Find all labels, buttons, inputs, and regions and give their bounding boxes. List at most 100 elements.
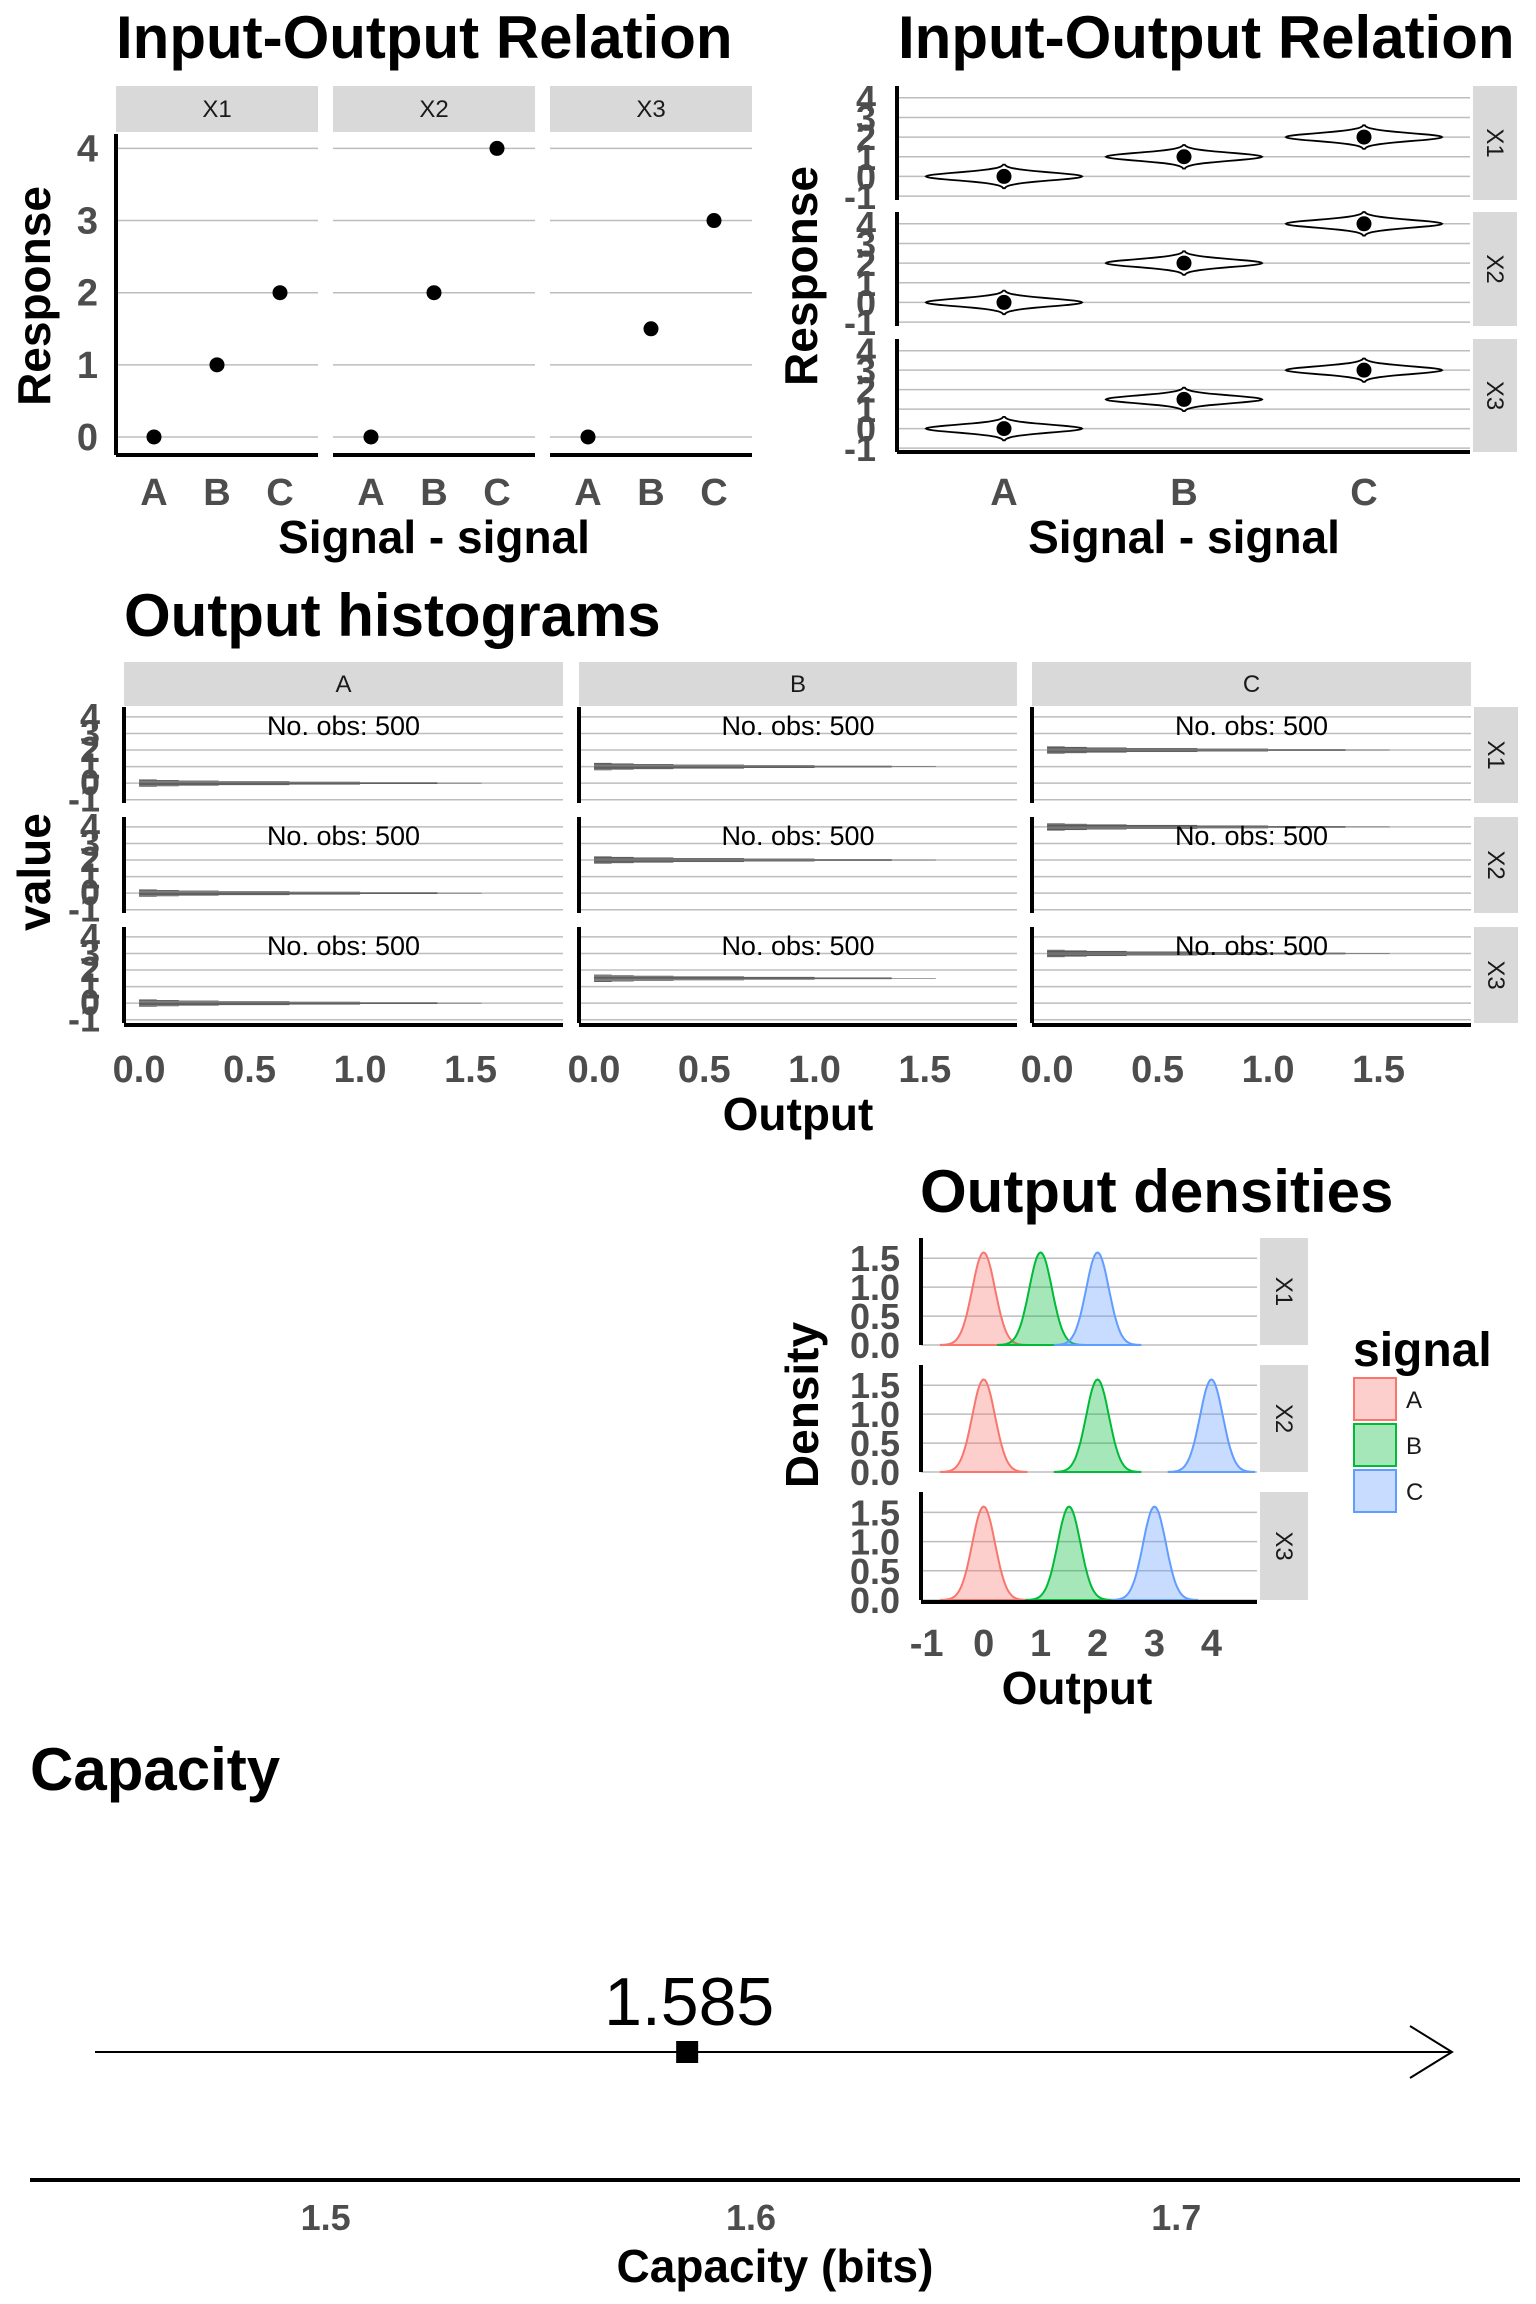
histogram-bar-x2-b	[594, 856, 612, 857]
histogram-strip-c-label: C	[1243, 671, 1260, 698]
histograms-panel: Output histograms Output value A 0.0 0.5 1.…	[8, 582, 1518, 1140]
histogram-bar-x2-b	[594, 862, 634, 864]
histogram-strip-x3-label: X3	[1482, 960, 1509, 989]
histograms-xlabel: Output	[723, 1088, 874, 1140]
histogram-bar-x2-b	[594, 856, 634, 858]
histogram-annotation: No. obs: 500	[1175, 711, 1328, 741]
io-points-point-x3-c	[706, 213, 722, 229]
histogram-bar-x3-b	[594, 978, 892, 980]
histogram-strip-a-label: A	[335, 671, 351, 698]
io-violin-ytick: 4	[856, 78, 876, 119]
io-points-panel: Input-Output Relation Signal - signal Re…	[8, 4, 752, 563]
density-ytick: 1.0	[850, 1522, 900, 1563]
histogram-bar-x1-b	[594, 764, 744, 766]
densities-plots: 0.00.51.01.5X10.00.51.01.5X20.00.51.01.5…	[850, 1238, 1308, 1665]
legend-key-c	[1353, 1469, 1397, 1513]
histogram-bar-x3-a	[139, 1003, 361, 1005]
histogram-annotation: No. obs: 500	[1175, 931, 1328, 961]
density-ytick: 1.5	[850, 1492, 900, 1533]
density-strip-x2-label: X2	[1270, 1404, 1297, 1433]
capacity-xtick: 1.6	[726, 2197, 776, 2238]
io-points-strip-x3-label: X3	[636, 96, 665, 123]
histogram-bar-x1-a	[139, 784, 290, 786]
histogram-xtick: 0.0	[1021, 1049, 1074, 1091]
histogram-ytick: 3	[80, 712, 100, 753]
histogram-bar-x2-b	[594, 860, 815, 862]
io-violin-strip-x2-label: X2	[1481, 254, 1508, 283]
histogram-bar-x2-a	[139, 893, 361, 895]
histogram-ytick: -1	[68, 999, 100, 1040]
capacity-title: Capacity	[30, 1736, 281, 1803]
histogram-bar-x3-a	[139, 1000, 219, 1002]
density-xtick: 3	[1144, 1623, 1165, 1665]
histogram-bar-x1-c	[1047, 750, 1269, 752]
capacity-xlabel: Capacity (bits)	[617, 2240, 934, 2292]
density-curve-x2-c	[1167, 1378, 1256, 1473]
histogram-bar-x3-b	[594, 974, 612, 976]
histogram-bar-x2-c	[1047, 824, 1127, 825]
histogram-strip-x1-bg	[1474, 707, 1518, 803]
histogram-strip-b-label: B	[790, 671, 806, 698]
density-strip-x3-label: X3	[1270, 1531, 1297, 1560]
histogram-bar-x1-c	[1047, 748, 1269, 750]
histograms-title: Output histograms	[124, 582, 661, 649]
histogram-bar-x2-a	[139, 893, 438, 894]
histogram-bar-x1-a	[139, 786, 157, 787]
histogram-bar-x3-b	[594, 979, 744, 981]
histogram-bar-x1-c	[1047, 746, 1065, 747]
io-points-strip-x1-bg	[116, 86, 318, 132]
io-violin-ytick: -1	[844, 302, 876, 343]
histogram-bar-x1-a	[139, 782, 482, 784]
io-points-point-x2-a	[363, 429, 379, 445]
density-xtick: 2	[1087, 1623, 1108, 1665]
histogram-bar-x2-a	[139, 891, 290, 892]
legend-label-c: C	[1406, 1479, 1423, 1506]
histogram-ytick: 2	[80, 729, 100, 770]
io-violin-xlabel: Signal - signal	[1028, 511, 1340, 563]
histogram-bar-x1-b	[594, 766, 892, 768]
histogram-annotation: No. obs: 500	[267, 711, 420, 741]
histogram-ytick: 2	[80, 839, 100, 880]
histogram-annotation: No. obs: 500	[721, 711, 874, 741]
histogram-bar-x2-c	[1047, 825, 1269, 827]
histogram-bar-x3-b	[594, 976, 744, 977]
histogram-bar-x1-c	[1047, 752, 1127, 753]
io-points-point-x2-b	[426, 285, 442, 301]
histogram-bar-x3-a	[139, 1002, 438, 1003]
capacity-arrow-head	[1409, 2025, 1454, 2079]
histogram-bar-x3-a	[139, 999, 157, 1001]
io-violin-point-x1-a	[996, 168, 1012, 184]
io-violin-ytick: 0	[856, 282, 876, 323]
histogram-bar-x1-a	[139, 781, 361, 783]
histogram-strip-b-bg	[579, 662, 1017, 706]
io-points-point-x1-b	[209, 357, 225, 373]
density-curve-x1-b	[996, 1251, 1085, 1346]
histogram-bar-x1-b	[594, 769, 634, 770]
capacity-point	[676, 2041, 699, 2063]
density-strip-x1-label: X1	[1270, 1277, 1297, 1306]
histogram-xtick: 0.5	[1131, 1049, 1184, 1091]
histogram-annotation: No. obs: 500	[267, 931, 420, 961]
histogram-bar-x3-a	[139, 1000, 179, 1001]
histogram-xtick: 1.5	[1352, 1049, 1405, 1091]
io-violin-panel: Input-Output Relation Signal - signal Re…	[775, 4, 1517, 563]
histogram-xtick: 0.0	[568, 1049, 621, 1091]
histogram-bar-x1-a	[139, 785, 179, 787]
io-violin-ytick: 0	[856, 409, 876, 450]
legend-key-a	[1353, 1377, 1397, 1421]
density-ytick: 0.0	[850, 1452, 900, 1493]
histogram-bar-x2-b	[594, 862, 674, 863]
histogram-bar-x1-b	[594, 766, 936, 767]
histogram-strip-a-bg	[124, 662, 563, 706]
histogram-bar-x2-a	[139, 896, 157, 897]
histogram-bar-x2-a	[139, 895, 179, 897]
histogram-ytick: 3	[80, 932, 100, 973]
histogram-xtick: 1.0	[788, 1049, 841, 1091]
histogram-bar-x2-c	[1047, 827, 1346, 828]
histogram-bar-x2-c	[1047, 823, 1087, 825]
io-points-strip-x2-label: X2	[419, 96, 448, 123]
legend-label-a: A	[1406, 1387, 1422, 1414]
histogram-annotation: No. obs: 500	[1175, 821, 1328, 851]
histogram-bar-x3-c	[1047, 951, 1198, 953]
histogram-bar-x1-a	[139, 779, 157, 781]
